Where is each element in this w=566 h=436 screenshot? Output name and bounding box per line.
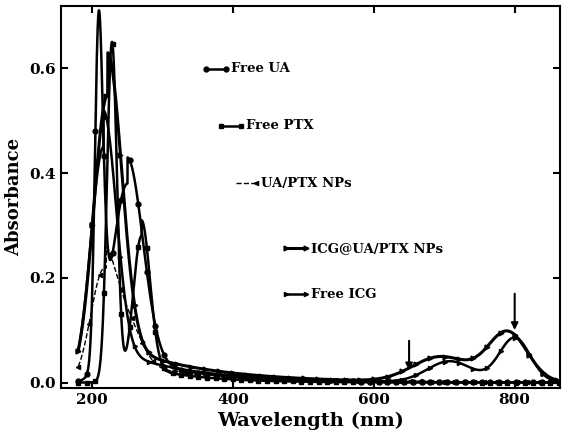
Text: ICG@UA/PTX NPs: ICG@UA/PTX NPs xyxy=(311,242,443,255)
Text: Free ICG: Free ICG xyxy=(311,288,376,301)
X-axis label: Wavelength (nm): Wavelength (nm) xyxy=(217,412,404,430)
Text: Free PTX: Free PTX xyxy=(246,119,313,133)
Y-axis label: Absorbance: Absorbance xyxy=(6,138,24,256)
Text: UA/PTX NPs: UA/PTX NPs xyxy=(260,177,351,190)
Text: Free UA: Free UA xyxy=(230,62,289,75)
